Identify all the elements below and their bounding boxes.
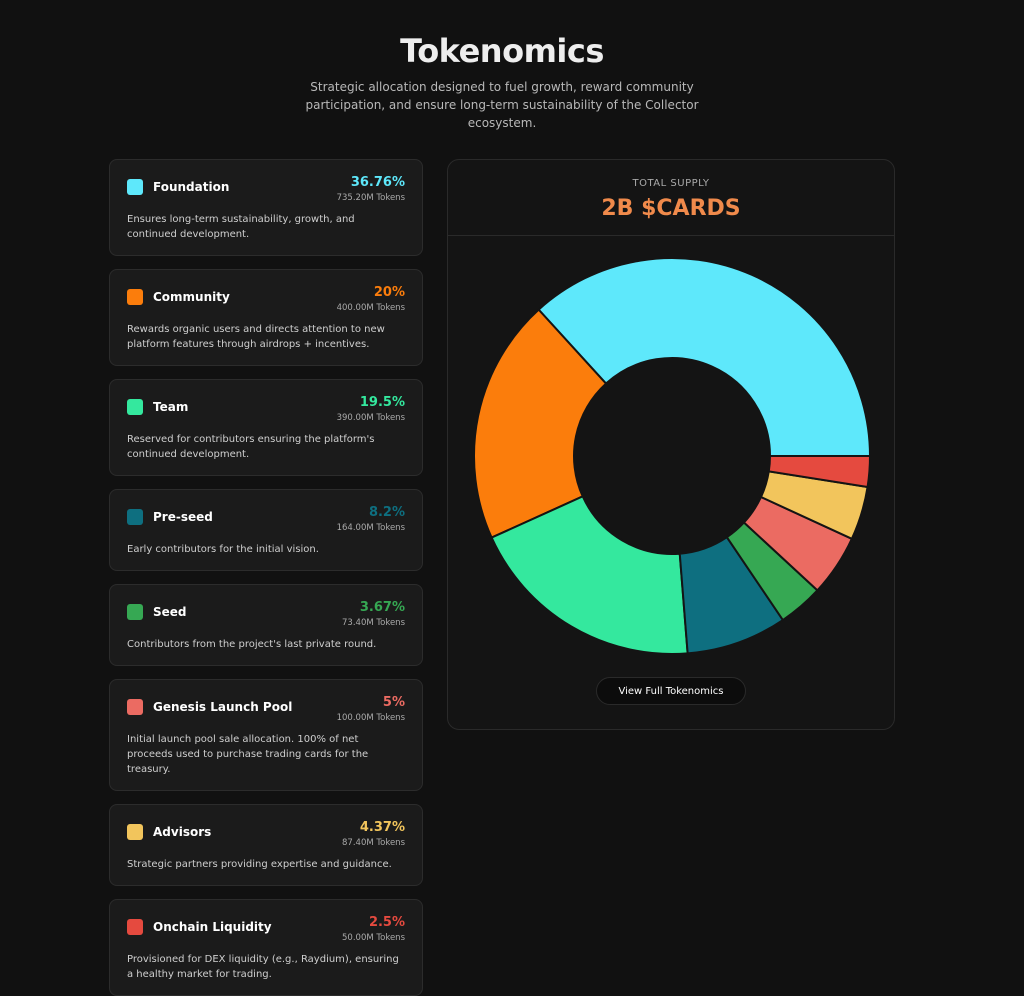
allocation-tokens: 390.00M Tokens — [336, 413, 405, 423]
allocation-card: Seed 3.67% 73.40M Tokens Contributors from … — [109, 584, 423, 666]
page-title: Tokenomics — [400, 32, 604, 70]
allocation-tokens: 735.20M Tokens — [336, 193, 405, 203]
allocation-tokens: 164.00M Tokens — [336, 523, 405, 533]
allocation-card: Community 20% 400.00M Tokens Rewards organi… — [109, 269, 423, 366]
card-name-group: Team — [127, 399, 188, 415]
allocation-description: Initial launch pool sale allocation. 100… — [127, 734, 369, 775]
card-header: Onchain Liquidity 2.5% 50.00M Tokens — [127, 916, 405, 943]
allocation-percent: 8.2% — [368, 505, 405, 520]
allocation-card: Team 19.5% 390.00M Tokens Reserved for cont… — [109, 379, 423, 476]
allocation-description: Ensures long-term sustainability, growth… — [127, 214, 355, 240]
allocation-description: Early contributors for the initial visio… — [127, 544, 319, 555]
allocation-name: Team — [153, 400, 189, 414]
allocation-description: Contributors from the project's last pri… — [127, 639, 377, 650]
donut-slice — [473, 308, 608, 539]
allocation-tokens: 100.00M Tokens — [336, 713, 405, 723]
supply-label: TOTAL SUPPLY — [632, 178, 710, 189]
card-name-group: Foundation — [127, 179, 229, 195]
allocation-percent: 5% — [382, 695, 405, 710]
card-header: Team 19.5% 390.00M Tokens — [127, 396, 405, 423]
card-header: Community 20% 400.00M Tokens — [127, 286, 405, 313]
card-header: Advisors 4.37% 87.40M Tokens — [127, 821, 405, 848]
card-value-group: 19.5% 390.00M Tokens — [336, 395, 405, 424]
color-swatch — [127, 919, 143, 935]
allocation-name: Advisors — [153, 825, 212, 839]
divider — [448, 235, 894, 236]
allocation-card: Pre-seed 8.2% 164.00M Tokens Early contribu… — [109, 489, 423, 571]
card-value-group: 20% 400.00M Tokens — [336, 285, 405, 314]
card-name-group: Seed — [127, 604, 187, 620]
allocation-name: Pre-seed — [153, 510, 213, 524]
allocation-description: Reserved for contributors ensuring the p… — [127, 434, 375, 460]
allocation-percent: 19.5% — [359, 395, 405, 410]
color-swatch — [127, 699, 143, 715]
allocation-description: Rewards organic users and directs attent… — [127, 324, 385, 350]
card-name-group: Genesis Launch Pool — [127, 699, 292, 715]
allocation-percent: 4.37% — [359, 820, 405, 835]
allocation-card: Foundation 36.76% 735.20M Tokens Ensures lo… — [109, 159, 423, 256]
allocation-percent: 36.76% — [350, 175, 405, 190]
color-swatch — [127, 179, 143, 195]
color-swatch — [127, 604, 143, 620]
allocation-name: Community — [153, 290, 230, 304]
view-tokenomics-button[interactable]: View Full Tokenomics — [596, 677, 746, 705]
card-name-group: Pre-seed — [127, 509, 213, 525]
card-name-group: Community — [127, 289, 230, 305]
allocation-percent: 3.67% — [359, 600, 405, 615]
card-header: Pre-seed 8.2% 164.00M Tokens — [127, 506, 405, 533]
allocation-tokens: 50.00M Tokens — [342, 933, 405, 943]
allocation-percent: 2.5% — [368, 915, 405, 930]
allocation-list: Foundation 36.76% 735.20M Tokens Ensures lo… — [109, 159, 423, 996]
card-header: Foundation 36.76% 735.20M Tokens — [127, 176, 405, 203]
allocation-name: Onchain Liquidity — [153, 920, 272, 934]
card-name-group: Onchain Liquidity — [127, 919, 272, 935]
supply-value: 2B $CARDS — [601, 196, 741, 221]
donut-chart — [473, 257, 872, 655]
color-swatch — [127, 509, 143, 525]
allocation-name: Genesis Launch Pool — [153, 700, 293, 714]
card-value-group: 5% 100.00M Tokens — [336, 695, 405, 724]
donut-slice — [490, 495, 689, 655]
allocation-card: Genesis Launch Pool 5% 100.00M Tokens Initi… — [109, 679, 423, 791]
card-value-group: 2.5% 50.00M Tokens — [342, 915, 405, 944]
allocation-card: Advisors 4.37% 87.40M Tokens Strategic part… — [109, 804, 423, 886]
card-value-group: 4.37% 87.40M Tokens — [342, 820, 405, 849]
allocation-name: Foundation — [153, 180, 230, 194]
page-subtitle: Strategic allocation designed to fuel gr… — [305, 80, 699, 130]
donut-slice — [767, 455, 872, 489]
allocation-tokens: 87.40M Tokens — [342, 838, 405, 848]
card-value-group: 3.67% 73.40M Tokens — [342, 600, 405, 629]
allocation-name: Seed — [153, 605, 187, 619]
donut-slice — [537, 257, 872, 457]
card-header: Genesis Launch Pool 5% 100.00M Tokens — [127, 696, 405, 723]
color-swatch — [127, 824, 143, 840]
color-swatch — [127, 399, 143, 415]
card-header: Seed 3.67% 73.40M Tokens — [127, 601, 405, 628]
allocation-card: Onchain Liquidity 2.5% 50.00M Tokens Provis… — [109, 899, 423, 996]
card-value-group: 36.76% 735.20M Tokens — [336, 175, 405, 204]
allocation-description: Provisioned for DEX liquidity (e.g., Ray… — [127, 954, 399, 980]
card-name-group: Advisors — [127, 824, 211, 840]
color-swatch — [127, 289, 143, 305]
allocation-tokens: 73.40M Tokens — [342, 618, 405, 628]
allocation-tokens: 400.00M Tokens — [336, 303, 405, 313]
card-value-group: 8.2% 164.00M Tokens — [336, 505, 405, 534]
allocation-description: Strategic partners providing expertise a… — [127, 859, 392, 870]
supply-panel: TOTAL SUPPLY 2B $CARDS View Full Tokenom… — [447, 159, 895, 730]
allocation-percent: 20% — [373, 285, 405, 300]
